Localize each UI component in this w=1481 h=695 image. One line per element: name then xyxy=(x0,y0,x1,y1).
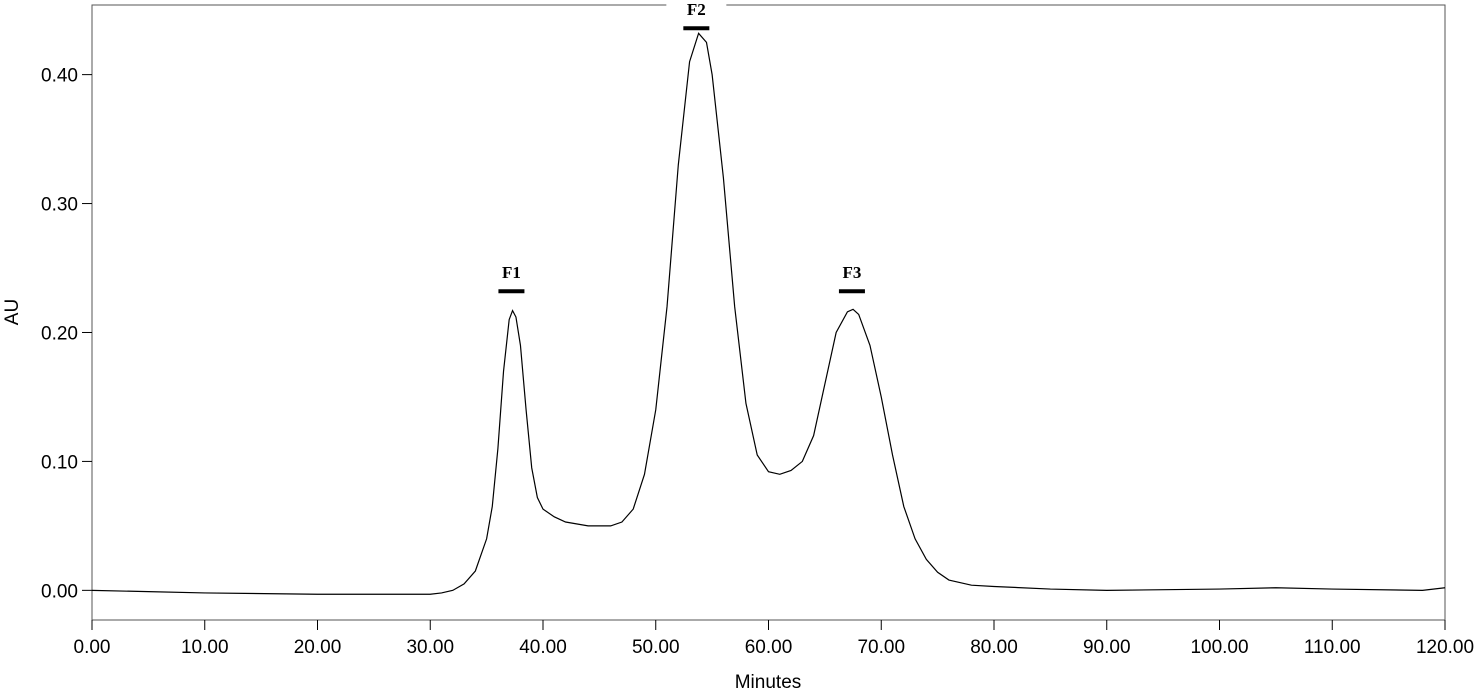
label-backdrop xyxy=(821,263,882,284)
fraction-label: F2 xyxy=(687,0,706,19)
plot-frame xyxy=(91,4,1446,621)
x-tick-label: 70.00 xyxy=(857,637,905,658)
x-tick-label: 10.00 xyxy=(181,637,229,658)
y-tick-label: 0.10 xyxy=(41,452,78,473)
x-tick-label: 60.00 xyxy=(745,637,793,658)
fraction-label: F1 xyxy=(502,263,521,282)
label-backdrop xyxy=(481,263,542,284)
label-backdrop xyxy=(666,0,727,21)
x-tick-label: 90.00 xyxy=(1083,637,1131,658)
x-tick-label: 40.00 xyxy=(519,637,567,658)
fraction-label: F3 xyxy=(842,263,861,282)
y-tick-label: 0.30 xyxy=(41,195,78,216)
y-tick-label: 0.20 xyxy=(41,323,78,344)
x-tick-label: 50.00 xyxy=(632,637,680,658)
x-tick-label: 20.00 xyxy=(294,637,342,658)
x-tick-label: 100.00 xyxy=(1190,637,1248,658)
x-tick-label: 80.00 xyxy=(970,637,1018,658)
x-axis-label: Minutes xyxy=(735,672,802,690)
x-tick-label: 0.00 xyxy=(74,637,111,658)
trace-line xyxy=(91,32,1446,595)
y-tick-label: 0.00 xyxy=(41,581,78,602)
x-tick-label: 30.00 xyxy=(406,637,454,658)
y-axis-label: AU xyxy=(2,299,23,325)
x-tick-label: 120.00 xyxy=(1416,637,1474,658)
y-tick-label: 0.40 xyxy=(41,66,78,87)
x-tick-label: 110.00 xyxy=(1304,637,1361,658)
